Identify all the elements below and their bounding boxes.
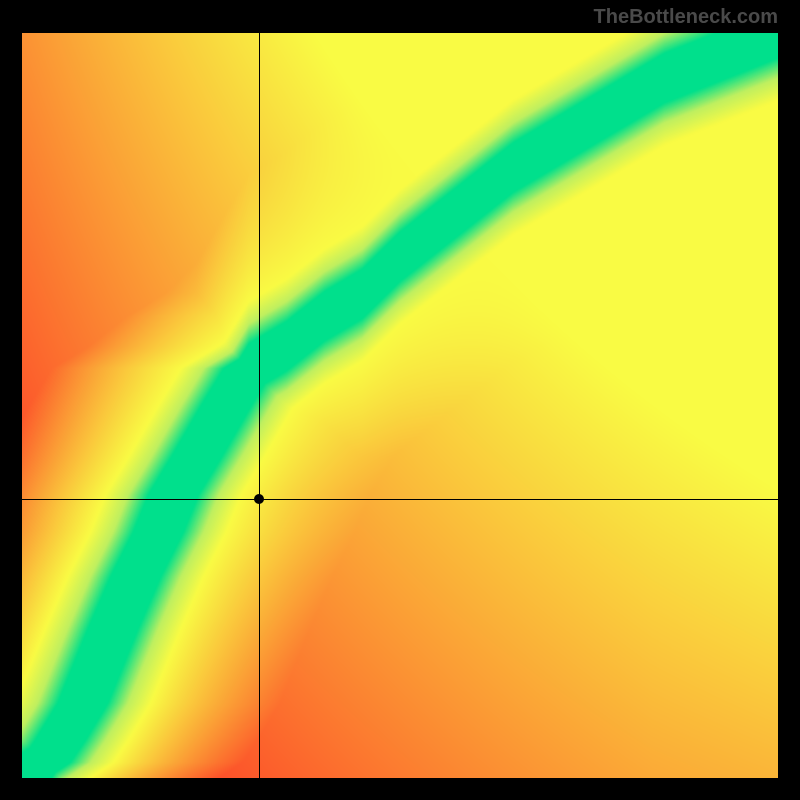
crosshair-horizontal xyxy=(22,499,778,500)
heatmap-canvas xyxy=(22,33,778,778)
watermark-text: TheBottleneck.com xyxy=(594,6,778,29)
heatmap-plot xyxy=(22,33,778,778)
intersection-marker xyxy=(254,494,264,504)
crosshair-vertical xyxy=(259,33,260,778)
